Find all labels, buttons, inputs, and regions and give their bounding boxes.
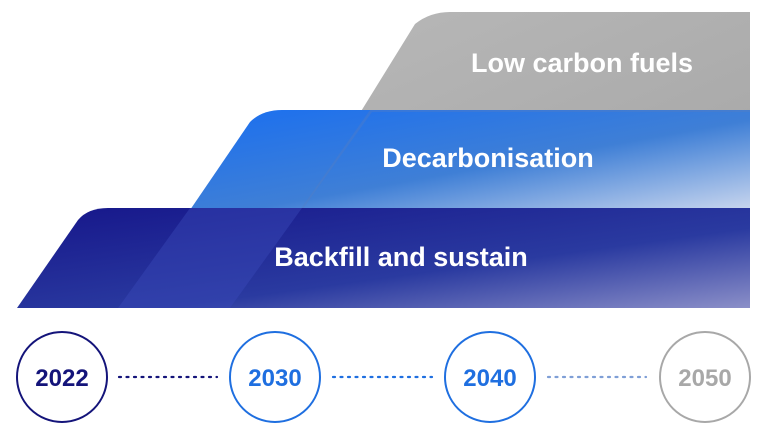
milestone-2040-label: 2040	[463, 365, 516, 392]
band-backfill-and-sustain-shape	[17, 208, 750, 308]
band-decarbonisation-shape	[190, 110, 750, 210]
band-backfill-and-sustain-label: Backfill and sustain	[274, 242, 528, 272]
milestone-2022-circle	[16, 331, 108, 423]
band-low-carbon-fuels-label: Low carbon fuels	[471, 48, 693, 78]
timeline: 2022 2030 2040 2050	[16, 331, 751, 423]
milestone-2050: 2050	[659, 331, 751, 423]
band-backfill-and-sustain-overlap	[118, 208, 302, 308]
milestone-2022-label: 2022	[35, 365, 88, 392]
milestone-2030-label: 2030	[248, 365, 301, 392]
band-low-carbon-fuels: Low carbon fuels	[300, 12, 750, 210]
band-decarbonisation-label: Decarbonisation	[382, 143, 594, 173]
milestone-2050-label: 2050	[678, 365, 731, 392]
band-backfill-and-sustain: Backfill and sustain	[17, 208, 750, 308]
band-low-carbon-fuels-shape	[300, 12, 750, 210]
milestone-2030: 2030	[229, 331, 321, 423]
band-decarbonisation: Decarbonisation	[190, 110, 750, 210]
milestone-2050-circle	[659, 331, 751, 423]
milestone-2030-circle	[229, 331, 321, 423]
milestone-2040: 2040	[444, 331, 536, 423]
milestone-2040-circle	[444, 331, 536, 423]
milestone-2022: 2022	[16, 331, 108, 423]
